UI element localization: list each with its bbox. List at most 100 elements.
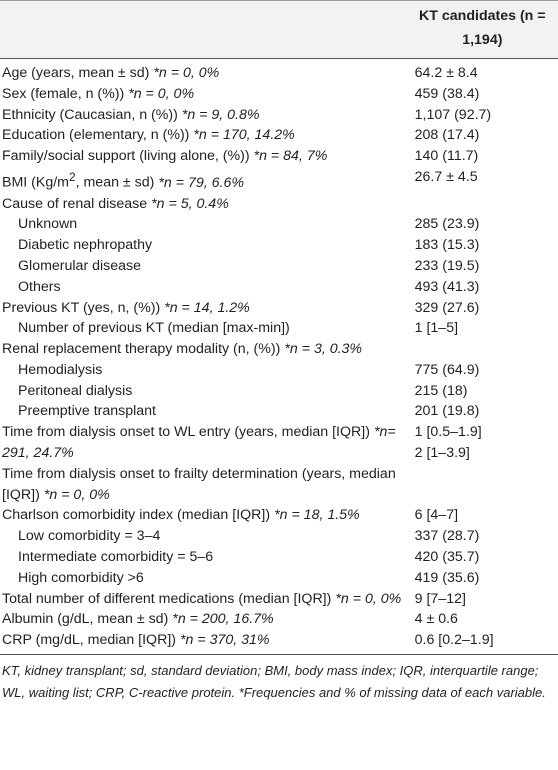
missing-note: *n = 79, 6.6% [158,174,244,191]
value-cell: 4 ± 0.6 [407,609,558,630]
value-text: 4 ± 0.6 [414,611,458,628]
value-cell: 201 (19.8) [407,401,558,422]
value-text: 2 [1–3.9] [414,445,470,462]
value-text: 1 [0.5–1.9] [414,424,482,441]
value-cell: 493 (41.3) [407,277,558,298]
value-cell: 233 (19.5) [407,256,558,277]
table-row: Renal replacement therapy modality (n, (… [0,339,558,360]
table-row: Unknown 285 (23.9) [0,214,558,235]
label-text: Total number of different medications (m… [2,590,332,607]
label-text: , mean ± sd) [75,174,155,191]
value-text: 26.7 ± 4.5 [414,168,478,185]
label-text: Peritoneal dialysis [18,382,133,399]
table-row: Number of previous KT (median [max-min])… [0,318,558,339]
missing-note: *n = 200, 16.7% [172,611,274,628]
value-cell: 1 [1–5] [407,318,558,339]
label-text: Time from dialysis onset to WL entry (ye… [2,424,370,441]
value-text: 337 (28.7) [414,528,480,545]
label-cell: Education (elementary, n (%)) *n = 170, 1… [0,125,407,146]
label-cell: Sex (female, n (%)) *n = 0, 0% [0,84,407,105]
value-text: 215 (18) [414,382,468,399]
label-text: Unknown [18,216,78,233]
value-cell [407,194,558,215]
label-cell: Cause of renal disease *n = 5, 0.4% [0,194,407,215]
table-row: Peritoneal dialysis 215 (18) [0,381,558,402]
value-text: 6 [4–7] [414,507,459,524]
table-row: High comorbidity >6 419 (35.6) [0,568,558,589]
label-cell: Albumin (g/dL, mean ± sd) *n = 200, 16.7% [0,609,407,630]
superscript: 2 [69,169,76,184]
table-row: Age (years, mean ± sd) *n = 0, 0% 64.2 ± 8… [0,59,558,84]
label-cell: Ethnicity (Caucasian, n (%)) *n = 9, 0.8% [0,105,407,126]
label-cell: Unknown [0,214,407,235]
label-cell: Hemodialysis [0,360,407,381]
missing-note: *n = 370, 31% [179,632,270,649]
label-text: Cause of renal disease [2,195,148,212]
table-row: Previous KT (yes, n, (%)) *n = 14, 1.2% 32… [0,298,558,319]
label-text: Family/social support (living alone, (%)… [2,148,250,165]
label-text: Previous KT (yes, n, (%)) [2,299,161,316]
label-cell: Family/social support (living alone, (%)… [0,146,407,167]
label-cell: Previous KT (yes, n, (%)) *n = 14, 1.2% [0,298,407,319]
label-text: Albumin (g/dL, mean ± sd) [2,611,169,628]
label-cell: Others [0,277,407,298]
value-cell: 208 (17.4) [407,125,558,146]
value-text: 1,107 (92.7) [414,106,492,123]
value-cell: 0.6 [0.2–1.9] [406,630,558,656]
table-row: Family/social support (living alone, (%)… [0,146,558,167]
missing-note: *n = 0, 0% [43,486,110,503]
label-text: High comorbidity >6 [18,569,144,586]
value-cell: 9 [7–12] [407,589,558,610]
label-text: Intermediate comorbidity = 5–6 [18,549,214,566]
value-text: 208 (17.4) [414,127,480,144]
label-cell: Time from dialysis onset to frailty dete… [0,464,407,506]
table-row: Glomerular disease 233 (19.5) [0,256,558,277]
missing-note: *n = 9, 0.8% [181,106,260,123]
value-cell: 329 (27.6) [407,298,558,319]
label-text: Age (years, mean ± sd) [2,65,150,81]
value-cell: 1,107 (92.7) [407,105,558,126]
label-text: Sex (female, n (%)) [2,85,125,102]
label-cell: Total number of different medications (m… [0,589,407,610]
value-text: 9 [7–12] [414,590,466,607]
footnote: KT, kidney transplant; sd, standard devi… [2,663,546,701]
label-text: Others [18,278,61,295]
page: KT candidates (n = 1,194) Age (years, me… [0,0,558,701]
table-row: Intermediate comorbidity = 5–6 420 (35.7) [0,547,558,568]
label-text: Time from dialysis onset to frailty dete… [2,465,396,503]
table-row: Charlson comorbidity index (median [IQR]… [0,505,558,526]
label-cell: Renal replacement therapy modality (n, (… [0,339,407,360]
missing-note: *n = 5, 0.4% [151,195,229,212]
missing-note: *n = 3, 0.3% [284,341,363,358]
value-cell: 459 (38.4) [407,84,558,105]
label-cell: Number of previous KT (median [max-min]) [0,318,407,339]
value-text: 329 (27.6) [414,299,480,316]
value-cell: 64.2 ± 8.4 [407,59,558,84]
value-text: 233 (19.5) [414,257,480,274]
value-cell: 1 [0.5–1.9] 2 [1–3.9] [407,422,558,464]
label-text: Ethnicity (Caucasian, n (%)) [2,106,178,123]
value-text: 201 (19.8) [414,403,480,420]
label-cell: Time from dialysis onset to WL entry (ye… [0,422,407,464]
label-text: Hemodialysis [18,361,103,378]
label-text: Charlson comorbidity index (median [IQR]… [2,507,271,524]
table: KT candidates (n = 1,194) Age (years, me… [0,0,558,656]
label-cell: Diabetic nephropathy [0,235,407,256]
value-text: 459 (38.4) [414,85,480,102]
value-cell: 337 (28.7) [407,526,558,547]
table-row: Total number of different medications (m… [0,589,558,610]
table-row: Sex (female, n (%)) *n = 0, 0% 459 (38.4) [0,84,558,105]
missing-note: *n = 14, 1.2% [164,299,250,316]
missing-note: *n = 0, 0% [128,85,195,102]
label-text: Renal replacement therapy modality (n, (… [2,341,281,358]
table-row: Low comorbidity = 3–4 337 (28.7) [0,526,558,547]
value-cell: 26.7 ± 4.5 [407,167,558,194]
value-cell: 419 (35.6) [407,568,558,589]
missing-note: *n= 291, 24.7% [2,424,396,462]
value-text: 775 (64.9) [414,361,480,378]
table-row: Cause of renal disease *n = 5, 0.4% [0,194,558,215]
table-body: Age (years, mean ± sd) *n = 0, 0% 64.2 ± 8… [0,59,558,656]
value-text: 1 [1–5] [414,320,459,337]
label-cell: CRP (mg/dL, median [IQR]) *n = 370, 31% [0,630,407,656]
value-cell [407,464,558,506]
